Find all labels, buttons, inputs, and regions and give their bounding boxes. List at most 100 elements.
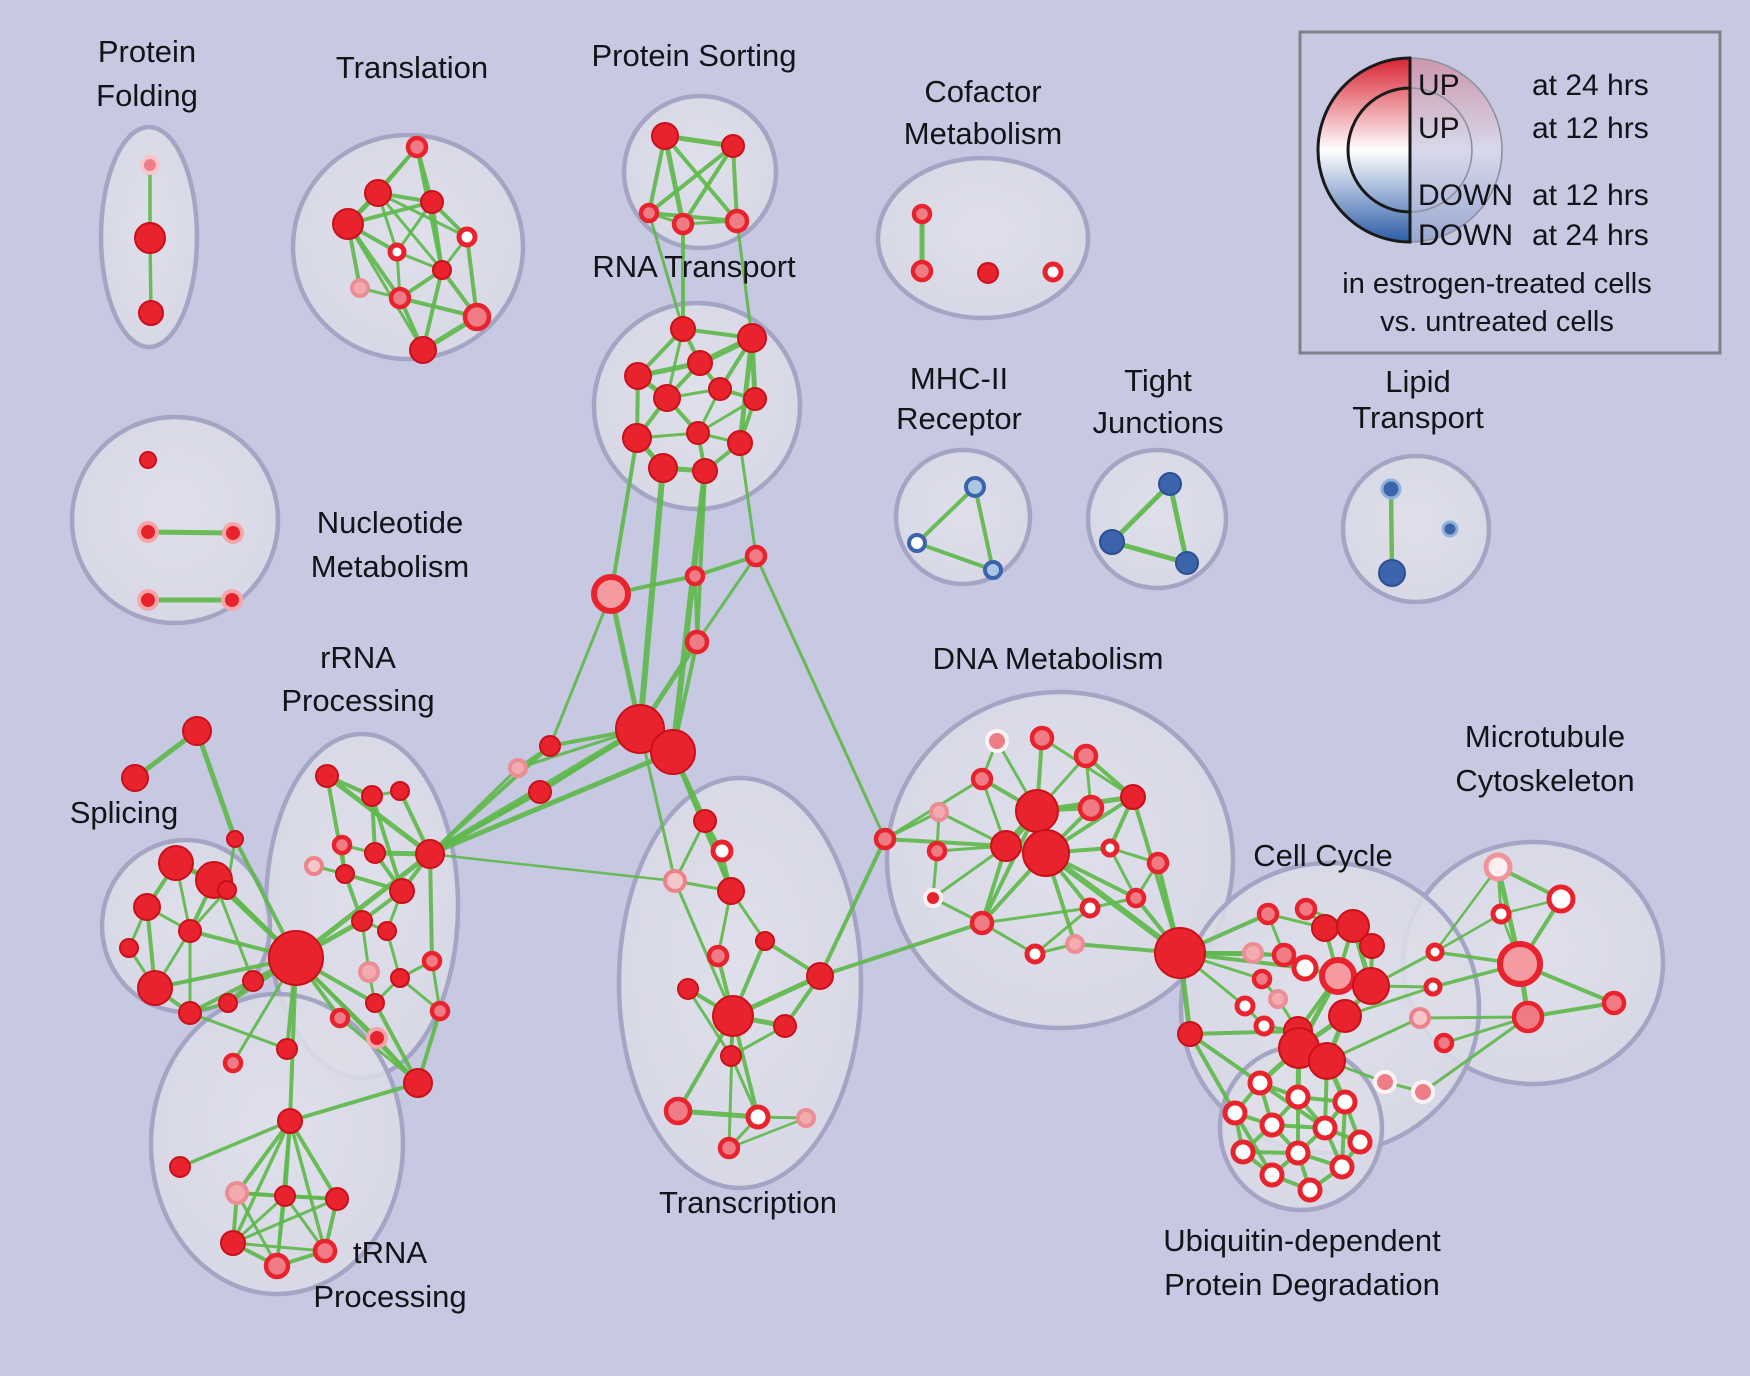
node-cc7 xyxy=(1271,942,1297,968)
node-pf1 xyxy=(140,155,160,175)
cluster-label-rna-transport-line1: RNA Transport xyxy=(592,249,796,284)
node-ub12 xyxy=(1297,1177,1323,1203)
node-lp3 xyxy=(1378,559,1406,587)
node-tj1 xyxy=(1158,472,1182,496)
node-ub11 xyxy=(1259,1162,1285,1188)
node-rr17 xyxy=(421,950,443,972)
node-dm0 xyxy=(873,827,897,851)
cluster-tight-junctions xyxy=(1085,447,1229,591)
cluster-mhc-ii-receptor xyxy=(893,447,1033,587)
node-q2 xyxy=(225,1181,249,1205)
node-rr8 xyxy=(389,878,415,904)
node-c5 xyxy=(615,704,665,754)
node-mc1 xyxy=(1483,852,1513,882)
edge-c9-rr9 xyxy=(428,766,520,856)
cluster-nucleotide-metabolism xyxy=(69,414,281,626)
edge-ps1-ps4 xyxy=(662,133,686,227)
cluster-label-lipid-transport-line1: Lipid xyxy=(1385,364,1451,399)
node-ov6 xyxy=(1411,1080,1435,1104)
node-dm1 xyxy=(985,729,1009,753)
node-rr2 xyxy=(361,785,383,807)
node-dm9 xyxy=(1022,829,1070,877)
cluster-label-nucleotide-metabolism-line1: Nucleotide xyxy=(317,505,463,540)
node-q5 xyxy=(220,1230,246,1256)
edge-dm13-dm17 xyxy=(980,906,1092,925)
edge-dm17-dm18 xyxy=(1033,906,1092,956)
node-rt9 xyxy=(622,423,652,453)
node-t10 xyxy=(462,302,492,332)
edge-ov3-mc5 xyxy=(1418,1015,1530,1020)
node-cc4 xyxy=(1336,909,1370,943)
node-rt2 xyxy=(737,323,767,353)
node-tr12 xyxy=(663,1096,693,1126)
node-n5 xyxy=(221,589,243,611)
node-ub7 xyxy=(1347,1129,1373,1155)
edge-c6-rr9 xyxy=(427,749,676,857)
edge-s12-s8 xyxy=(188,1011,289,1051)
edge-c3-c4 xyxy=(695,554,758,644)
node-rt1 xyxy=(670,316,696,342)
legend-entry-1-direction: UP xyxy=(1418,69,1460,102)
cluster-labels: rRNA Processing tRNA Processing Splicing Tran… xyxy=(70,34,1635,1314)
node-s7 xyxy=(137,970,173,1006)
node-cc3 xyxy=(1311,914,1339,942)
node-s3 xyxy=(133,893,161,921)
node-cc6 xyxy=(1242,942,1264,964)
cluster-label-rrna-processing-line2: Processing xyxy=(281,683,434,718)
edge-dm21-ub1 xyxy=(1188,1032,1262,1085)
node-dm12 xyxy=(923,888,943,908)
node-cf3 xyxy=(977,262,999,284)
node-rt4 xyxy=(624,362,652,390)
edge-q0-rr19 xyxy=(288,1081,420,1123)
legend-wheel-left-outer xyxy=(1316,56,1412,244)
cluster-label-protein-folding-line2: Folding xyxy=(96,78,198,113)
node-tj3 xyxy=(1175,551,1199,575)
node-s6 xyxy=(119,938,139,958)
node-dm16 xyxy=(1125,887,1147,909)
node-cc16 xyxy=(1328,999,1362,1033)
node-t2 xyxy=(364,179,392,207)
node-rr18 xyxy=(429,1000,451,1022)
cluster-label-cofactor-metabolism-line2: Metabolism xyxy=(904,116,1063,151)
node-rt7 xyxy=(743,387,767,411)
node-ub4 xyxy=(1222,1100,1248,1126)
node-mc2 xyxy=(1546,884,1576,914)
node-ub6 xyxy=(1312,1115,1338,1141)
legend-entry-4-direction: DOWN xyxy=(1418,219,1513,252)
edge-c1-c7 xyxy=(548,592,613,748)
node-rt12 xyxy=(692,458,718,484)
node-tr10 xyxy=(773,1014,797,1038)
node-dm7 xyxy=(1077,794,1105,822)
node-s12 xyxy=(276,1038,298,1060)
edge-c5-tr3 xyxy=(638,727,677,883)
node-dm8 xyxy=(1015,789,1059,833)
node-rr13 xyxy=(329,1007,351,1029)
node-ub10 xyxy=(1329,1154,1355,1180)
node-q4 xyxy=(325,1187,349,1211)
node-q3 xyxy=(274,1185,296,1207)
node-ov4 xyxy=(1433,1032,1455,1054)
node-ps1 xyxy=(651,122,679,150)
edge-q5-q7 xyxy=(231,1241,327,1253)
edge-n2-n3 xyxy=(145,529,236,536)
edge-rr9-rr17 xyxy=(428,852,434,963)
node-lp2 xyxy=(1441,520,1459,538)
node-s8 xyxy=(178,1001,202,1025)
edge-rt12-c4 xyxy=(695,469,707,644)
edge-q0-q1 xyxy=(178,1119,292,1169)
legend-wheel-right-outer xyxy=(1409,57,1503,243)
node-n3 xyxy=(222,522,244,544)
node-dm11 xyxy=(926,840,948,862)
edge-m1-m3 xyxy=(973,485,995,572)
node-rr15 xyxy=(390,968,410,988)
node-cc10 xyxy=(1352,967,1390,1005)
edge-ps3-ps5 xyxy=(647,211,739,223)
edge-q0-q5 xyxy=(231,1119,292,1245)
node-m3 xyxy=(983,560,1003,580)
node-cc18 xyxy=(1308,1042,1346,1080)
node-ub9 xyxy=(1285,1140,1311,1166)
cluster-label-cofactor-metabolism-line1: Cofactor xyxy=(924,74,1041,109)
node-tr6 xyxy=(706,944,730,968)
edge-rr9-tr3 xyxy=(428,852,677,883)
